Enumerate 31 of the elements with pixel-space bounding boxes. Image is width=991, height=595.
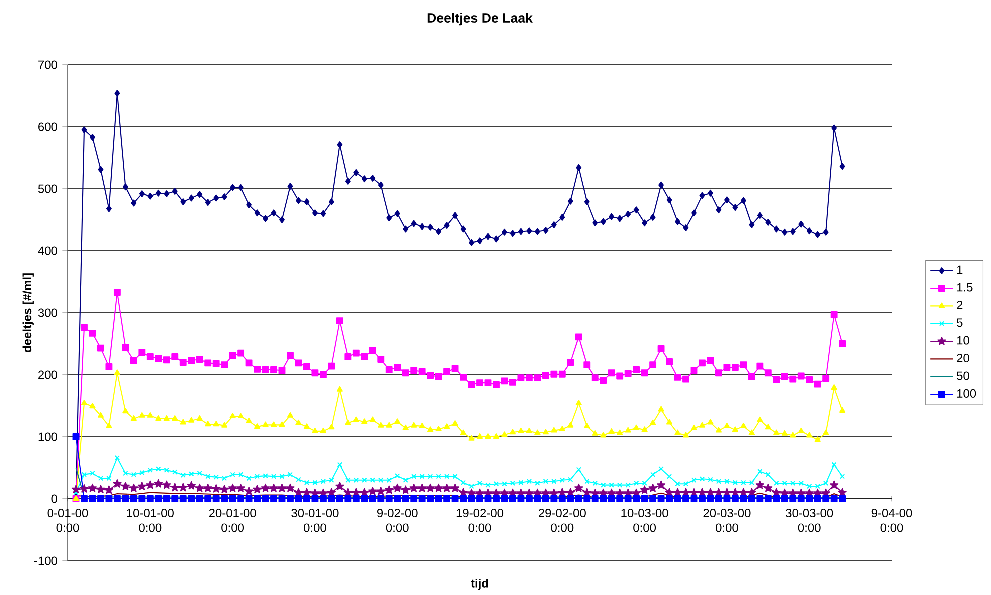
legend-label: 50 [957,372,970,380]
legend-label: 10 [957,336,970,345]
y-tick-label: -100 [34,556,58,566]
x-tick-label: 30-03-00 0:00 [786,509,834,532]
x-tick-label: 29-02-00 0:00 [538,509,586,532]
legend-label: 1.5 [957,283,973,292]
y-axis-title: deeltjes [#/ml] [22,274,34,352]
x-tick-label: 20-03-00 0:00 [704,509,751,532]
y-tick-label: 100 [38,432,58,442]
legend-label: 2 [957,301,963,310]
y-tick-label: 500 [38,184,58,194]
y-tick-label: 300 [38,308,58,318]
x-tick-label: 20-01-00 0:00 [209,509,256,532]
legend-label: 20 [957,354,970,363]
x-tick-label: 9-04-00 0:00 [872,509,912,532]
x-tick-label: 10-03-00 0:00 [622,509,668,532]
x-axis-title: tijd [471,579,488,590]
legend-label: 1 [957,266,963,274]
y-tick-label: 700 [38,60,58,70]
legend-label: 100 [957,389,976,398]
y-tick-label: 400 [38,246,58,256]
y-tick-label: 600 [38,122,58,132]
y-tick-label: 200 [38,370,58,380]
x-tick-label: 0-01-00 0:00 [48,509,88,532]
x-tick-label: 19-02-00 0:00 [456,509,504,532]
x-tick-label: 9-02-00 0:00 [377,509,418,532]
legend-label: 5 [957,318,963,328]
x-tick-label: 30-01-00 0:00 [292,509,339,532]
chart-title: Deeltjes De Laak [428,13,533,26]
x-tick-label: 10-01-00 0:00 [127,509,174,532]
y-tick-label: 0 [52,494,58,504]
